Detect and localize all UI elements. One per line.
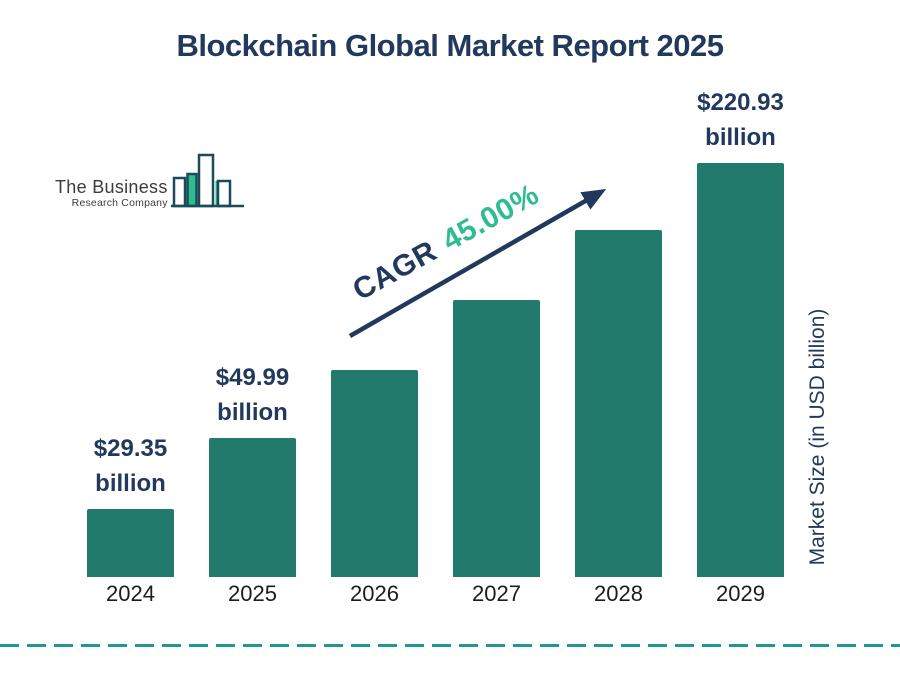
value-label-amount: $29.35 xyxy=(93,435,168,462)
value-label-amount: $220.93 xyxy=(697,89,784,116)
bar-chart-logo-icon xyxy=(170,153,244,208)
value-label-unit: billion xyxy=(217,399,288,426)
y-axis-label: Market Size (in USD billion) xyxy=(806,308,829,566)
value-label-2025: $49.99 billion xyxy=(168,360,338,430)
x-tick-2025: 2025 xyxy=(228,581,277,606)
logo-company-subtitle: Research Company xyxy=(71,197,168,209)
x-tick-2026: 2026 xyxy=(350,581,399,606)
bar-2025 xyxy=(209,438,296,577)
company-logo: The Business Research Company xyxy=(55,152,245,212)
bar-2027 xyxy=(453,300,540,577)
value-label-2024: $29.35 billion xyxy=(46,431,216,501)
x-tick-2024: 2024 xyxy=(106,581,155,606)
x-tick-2029: 2029 xyxy=(716,581,765,606)
value-label-amount: $49.99 xyxy=(215,364,290,391)
value-label-unit: billion xyxy=(95,470,166,497)
page-title: Blockchain Global Market Report 2025 xyxy=(176,28,724,63)
x-tick-2028: 2028 xyxy=(594,581,643,606)
bar-2024 xyxy=(87,509,174,577)
bar-2029 xyxy=(697,163,784,577)
x-tick-2027: 2027 xyxy=(472,581,521,606)
bar-2028 xyxy=(575,230,662,577)
value-label-unit: billion xyxy=(705,124,776,151)
logo-text: The Business Research Company xyxy=(55,177,168,209)
logo-company-name: The Business xyxy=(55,177,168,197)
bottom-dashed-divider xyxy=(0,644,900,647)
value-label-2029: $220.93 billion xyxy=(656,85,826,155)
bar-2026 xyxy=(331,370,418,577)
